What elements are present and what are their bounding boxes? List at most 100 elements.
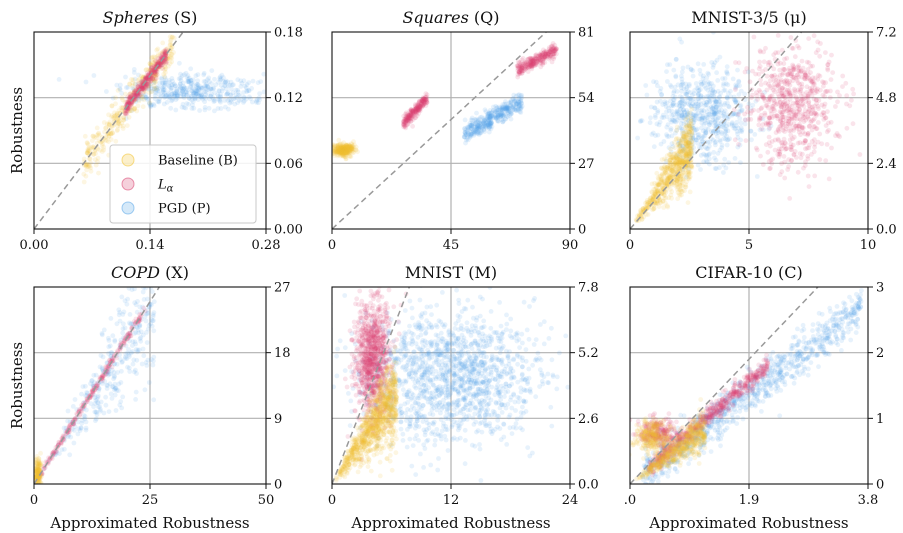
point-pgd: [256, 95, 262, 101]
point-lalpha: [410, 108, 416, 114]
point-lalpha: [419, 98, 425, 104]
point-pgd: [224, 86, 229, 92]
point-baseline: [90, 138, 95, 144]
point-pgd: [691, 103, 697, 108]
point-lalpha: [410, 108, 416, 114]
point-baseline: [149, 89, 155, 95]
point-baseline: [106, 134, 112, 139]
point-baseline: [338, 143, 344, 149]
point-baseline: [111, 114, 116, 120]
point-pgd: [698, 152, 704, 158]
point-pgd: [135, 82, 141, 88]
point-pgd: [736, 78, 742, 84]
point-baseline: [341, 144, 347, 150]
point-pgd: [104, 386, 110, 391]
point-pgd: [185, 73, 191, 78]
point-baseline: [348, 144, 354, 150]
point-lalpha: [781, 100, 786, 105]
point-lalpha: [157, 62, 163, 68]
point-baseline: [343, 149, 348, 155]
point-pgd: [712, 60, 718, 65]
point-pgd: [677, 36, 683, 42]
point-pgd: [468, 123, 474, 128]
point-pgd: [133, 397, 139, 402]
point-lalpha: [530, 58, 535, 63]
point-pgd: [668, 126, 674, 132]
point-lalpha: [416, 99, 422, 104]
point-pgd: [696, 91, 701, 96]
point-pgd: [491, 104, 496, 110]
point-baseline: [338, 148, 344, 154]
point-lalpha: [543, 56, 548, 61]
point-baseline: [347, 144, 352, 150]
point-lalpha: [826, 176, 832, 182]
point-pgd: [647, 120, 653, 126]
point-lalpha: [147, 79, 153, 85]
point-baseline: [341, 147, 346, 153]
y-tick-label: 54: [578, 91, 595, 106]
point-lalpha: [531, 63, 537, 69]
point-pgd: [217, 77, 223, 83]
point-baseline: [669, 189, 675, 195]
point-lalpha: [778, 104, 784, 109]
point-lalpha: [406, 118, 411, 124]
point-pgd: [184, 101, 190, 106]
point-baseline: [159, 60, 164, 65]
point-lalpha: [414, 106, 419, 112]
point-pgd: [719, 145, 725, 151]
point-lalpha: [143, 77, 149, 82]
point-lalpha: [548, 44, 554, 50]
point-pgd: [133, 389, 139, 395]
point-pgd: [488, 126, 494, 132]
point-baseline: [148, 62, 154, 68]
point-pgd: [685, 64, 691, 70]
point-baseline: [351, 142, 357, 148]
point-pgd: [461, 134, 467, 140]
point-pgd: [205, 84, 211, 90]
point-pgd: [716, 109, 721, 115]
point-pgd: [241, 90, 246, 95]
point-lalpha: [137, 85, 143, 90]
point-pgd: [159, 80, 165, 86]
point-lalpha: [775, 61, 781, 67]
point-pgd: [669, 103, 674, 109]
point-baseline: [115, 119, 121, 125]
point-pgd: [693, 137, 699, 143]
point-pgd: [185, 79, 191, 85]
point-lalpha: [126, 102, 132, 108]
point-lalpha: [523, 64, 528, 70]
point-baseline: [155, 46, 161, 52]
point-pgd: [707, 156, 712, 162]
point-lalpha: [410, 109, 416, 115]
point-pgd: [477, 130, 483, 136]
point-baseline: [332, 149, 338, 155]
point-pgd: [733, 111, 738, 117]
point-pgd: [518, 105, 524, 111]
point-lalpha: [418, 104, 423, 109]
point-pgd: [203, 92, 208, 97]
point-pgd: [757, 127, 763, 133]
point-pgd: [680, 155, 686, 161]
point-pgd: [104, 89, 109, 94]
point-lalpha: [408, 109, 414, 115]
point-pgd: [716, 107, 722, 113]
point-lalpha: [742, 111, 747, 117]
point-pgd: [738, 88, 744, 94]
point-lalpha: [405, 117, 410, 122]
point-lalpha: [546, 52, 552, 58]
point-pgd: [498, 111, 503, 117]
point-baseline: [350, 143, 356, 149]
point-lalpha: [536, 58, 542, 64]
point-lalpha: [800, 129, 806, 135]
point-pgd: [725, 128, 731, 134]
point-pgd: [736, 92, 742, 97]
point-baseline: [346, 144, 352, 150]
point-pgd: [660, 102, 666, 107]
point-lalpha: [162, 52, 168, 58]
point-pgd: [213, 82, 219, 88]
point-baseline: [343, 149, 349, 155]
point-pgd: [497, 112, 503, 117]
point-baseline: [153, 55, 159, 60]
point-pgd: [684, 86, 689, 91]
point-pgd: [475, 123, 481, 128]
